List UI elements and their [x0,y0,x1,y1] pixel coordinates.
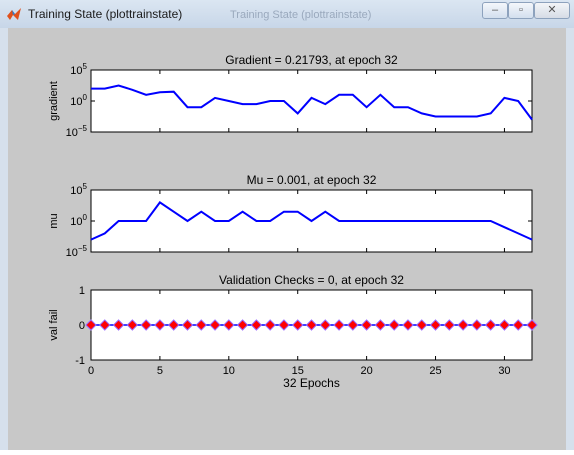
plot-area [90,69,533,133]
window-border-right [566,28,574,450]
data-point [167,319,180,331]
figure-canvas: Gradient = 0.21793, at epoch 32 gradient 1… [8,28,566,450]
data-point [278,319,290,331]
y-axis-label: mu [48,213,60,228]
x-tick-label: 15 [292,365,304,377]
data-point [112,319,125,331]
series-line [90,201,533,241]
series-line [91,84,533,121]
x-tick-label: 30 [498,365,510,377]
x-axis-label: 32 Epochs [283,376,340,390]
data-point [99,319,111,331]
x-tick-label: 25 [429,365,441,377]
data-point [195,319,207,331]
y-tick-label: 100 [70,213,87,228]
data-point [429,319,442,331]
data-point [250,319,263,331]
data-point [333,319,345,331]
y-tick-label: 0 [79,320,85,332]
data-point [347,319,359,331]
data-point [457,319,469,331]
y-axis-label: val fail [48,309,60,340]
data-point [154,319,166,331]
data-point [209,319,221,331]
data-point [85,319,97,331]
data-point [264,319,276,331]
y-tick-label: 105 [70,62,87,77]
y-tick-label: 105 [70,182,87,197]
maximize-icon: ▫ [519,4,523,16]
minimize-button[interactable]: – [482,2,508,19]
data-point [126,319,139,331]
y-tick-label: 100 [70,93,87,108]
y-tick-label: 10−5 [66,124,88,139]
plot-1: Gradient = 0.21793, at epoch 32 gradient 1… [48,53,533,139]
y-tick-label: -1 [75,355,85,367]
close-button[interactable]: ✕ [534,2,570,19]
x-tick-label: 20 [361,365,373,377]
data-point [181,319,194,331]
matlab-icon [7,8,21,20]
data-point [140,319,152,331]
x-tick-label: 10 [223,365,235,377]
window-title: Training State (plottrainstate) [28,7,183,21]
y-tick-label: 1 [79,285,85,297]
data-point [388,319,400,331]
data-point [236,319,249,331]
data-point [443,319,456,331]
data-point [402,319,414,331]
data-point [319,319,331,331]
x-tick-label: 0 [88,365,94,377]
maximize-button[interactable]: ▫ [508,2,534,19]
y-axis-label: gradient [48,81,60,121]
data-point [526,319,538,331]
data-point [498,319,511,331]
plot-title: Validation Checks = 0, at epoch 32 [219,273,404,287]
plot-title: Mu = 0.001, at epoch 32 [247,173,377,187]
data-point [471,319,483,331]
plots-svg: Gradient = 0.21793, at epoch 32 gradient 1… [48,53,538,390]
data-point [305,319,318,331]
window-border-left [0,28,8,450]
data-point [374,319,387,331]
minimize-icon: – [491,4,499,16]
plot-2: Mu = 0.001, at epoch 32 mu 10−5 100 105 [48,173,533,259]
data-point [416,319,428,331]
data-point [360,319,373,331]
data-point [292,319,304,331]
data-point [223,319,235,331]
plot-title: Gradient = 0.21793, at epoch 32 [225,53,398,67]
close-icon: ✕ [547,4,557,16]
y-tick-label: 10−5 [66,244,88,259]
title-bar[interactable]: Training State (plottrainstate) Training… [0,0,574,29]
data-point [484,319,497,331]
plot-3: Validation Checks = 0, at epoch 32 val fa… [48,273,538,390]
x-tick-label: 5 [157,365,163,377]
blurred-title-text: Training State (plottrainstate) [230,9,372,21]
data-point [512,319,524,331]
